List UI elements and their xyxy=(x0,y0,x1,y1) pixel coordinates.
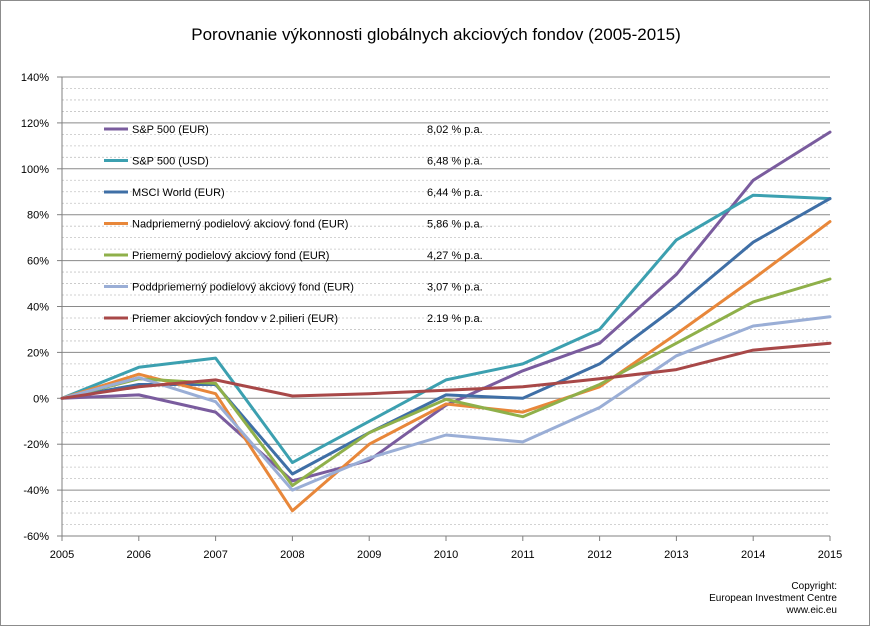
x-tick-label: 2009 xyxy=(357,549,381,561)
legend-entry: Nadpriemerný podielový akciový fond (EUR… xyxy=(104,219,483,231)
y-tick-label: 20% xyxy=(27,347,49,359)
series-line xyxy=(60,315,832,492)
legend-rate: 3,07 % p.a. xyxy=(427,282,483,294)
x-tick-label: 2006 xyxy=(127,549,151,561)
x-tick-label: 2008 xyxy=(280,549,304,561)
legend-label: Nadpriemerný podielový akciový fond (EUR… xyxy=(132,219,348,231)
copyright-website: www.eic.eu xyxy=(785,605,837,616)
series-line xyxy=(60,193,832,465)
copyright-organization: European Investment Centre xyxy=(709,593,837,604)
x-tick-label: 2015 xyxy=(818,549,842,561)
legend-label: S&P 500 (EUR) xyxy=(132,124,209,136)
legend-entry: S&P 500 (EUR) 8,02 % p.a. xyxy=(104,124,483,136)
copyright-label: Copyright: xyxy=(791,581,837,592)
legend-rate: 6,44 % p.a. xyxy=(427,187,483,199)
legend-rate: 2.19 % p.a. xyxy=(427,313,483,325)
chart-title: Porovnanie výkonnosti globálnych akciový… xyxy=(191,25,681,44)
y-tick-label: 0% xyxy=(33,393,49,405)
legend-label: Poddpriemerný podielový akciový fond (EU… xyxy=(132,282,354,294)
legend-label: Priemerný podielový akciový fond (EUR) xyxy=(132,250,329,262)
y-tick-label: 80% xyxy=(27,210,49,222)
copyright-block: Copyright: European Investment Centre ww… xyxy=(709,581,837,616)
y-tick-label: 40% xyxy=(27,302,49,314)
legend-rate: 6,48 % p.a. xyxy=(427,156,483,168)
legend-rate: 5,86 % p.a. xyxy=(427,219,483,231)
legend-rate: 4,27 % p.a. xyxy=(427,250,483,262)
x-tick-label: 2007 xyxy=(203,549,227,561)
legend-entry: S&P 500 (USD) 6,48 % p.a. xyxy=(104,156,483,168)
legend-label: S&P 500 (USD) xyxy=(132,156,209,168)
x-tick-label: 2011 xyxy=(511,549,535,561)
y-tick-label: -60% xyxy=(23,531,49,543)
legend-rate: 8,02 % p.a. xyxy=(427,124,483,136)
legend-entry: Priemer akciových fondov v 2.pilieri (EU… xyxy=(104,313,483,325)
series-line xyxy=(60,341,832,400)
y-tick-label: 60% xyxy=(27,256,49,268)
y-tick-label: -20% xyxy=(23,439,49,451)
legend-label: MSCI World (EUR) xyxy=(132,187,225,199)
series-line xyxy=(60,197,832,476)
y-tick-label: 100% xyxy=(21,164,49,176)
x-tick-label: 2010 xyxy=(434,549,458,561)
legend-label: Priemer akciových fondov v 2.pilieri (EU… xyxy=(132,313,338,325)
series-line xyxy=(60,220,832,513)
x-tick-label: 2014 xyxy=(741,549,765,561)
x-tick-label: 2005 xyxy=(50,549,74,561)
x-tick-label: 2013 xyxy=(664,549,688,561)
y-tick-label: -40% xyxy=(23,485,49,497)
legend-entry: Poddpriemerný podielový akciový fond (EU… xyxy=(104,282,483,294)
x-axis-tick-labels: 2005 2006 2007 2008 2009 2010 2011 2012 2013 2014… xyxy=(50,549,842,561)
y-tick-label: 120% xyxy=(21,118,49,130)
legend: S&P 500 (EUR) 8,02 % p.a. S&P 500 (USD) 6,4… xyxy=(104,124,483,325)
y-tick-label: 140% xyxy=(21,72,49,84)
axes xyxy=(57,76,831,541)
x-tick-label: 2012 xyxy=(587,549,611,561)
legend-entry: Priemerný podielový akciový fond (EUR) 4,… xyxy=(104,250,483,262)
y-axis-tick-labels: 140% 120% 100% 80% 60% 40% 20% 0% -20% -40% -60% xyxy=(21,72,49,543)
legend-entry: MSCI World (EUR) 6,44 % p.a. xyxy=(104,187,483,199)
series-lines xyxy=(60,130,832,513)
